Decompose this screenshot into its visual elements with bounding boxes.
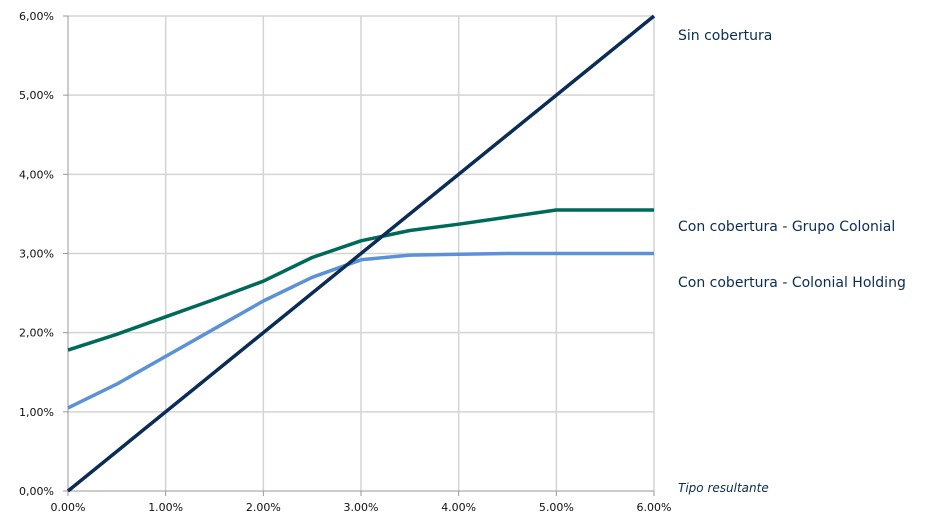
series-line-0 [66, 14, 656, 493]
y-tick-label: 5,00% [19, 89, 54, 102]
x-tick-label: 1.00% [148, 501, 183, 514]
series-line-1 [67, 208, 654, 352]
x-tick-label: 6.00% [637, 501, 672, 514]
y-tick-label: 6,00% [19, 10, 54, 23]
series-labels: Sin cobertura Con cobertura - Grupo Colon… [678, 28, 906, 291]
x-tick-labels: 0.00% 1.00% 2.00% 3.00% 4.00% 5.00% 6.00% [51, 501, 672, 514]
y-tick-label: 0,00% [19, 485, 54, 498]
y-tick-label: 2,00% [19, 327, 54, 340]
series-lines [66, 14, 656, 493]
series-label-0: Sin cobertura [678, 28, 772, 44]
axes [63, 15, 655, 496]
y-tick-label: 1,00% [19, 406, 54, 419]
y-tick-label: 3,00% [19, 248, 54, 261]
y-tick-label: 4,00% [19, 168, 54, 181]
series-label-1: Con cobertura - Grupo Colonial [678, 219, 895, 235]
x-tick-label: 2.00% [246, 501, 281, 514]
x-tick-label: 5.00% [539, 501, 574, 514]
x-tick-label: 0.00% [51, 501, 86, 514]
x-tick-label: 4.00% [441, 501, 476, 514]
x-axis-title: Tipo resultante [678, 481, 769, 495]
y-tick-labels: 0,00% 1,00% 2,00% 3,00% 4,00% 5,00% 6,00% [19, 10, 54, 498]
series-label-2: Con cobertura - Colonial Holding [678, 275, 906, 291]
x-tick-label: 3.00% [344, 501, 379, 514]
series-line-2 [67, 251, 654, 410]
